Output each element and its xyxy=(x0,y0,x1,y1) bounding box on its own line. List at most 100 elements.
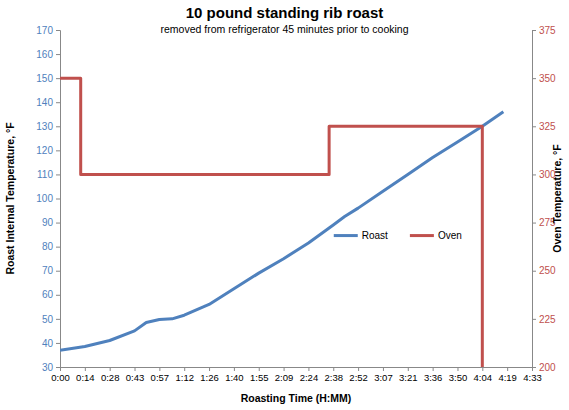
tick-label: 200 xyxy=(539,362,556,373)
tick-label: 80 xyxy=(42,241,54,252)
tick: 120 xyxy=(36,145,60,156)
plot-area xyxy=(60,78,503,367)
tick: 3:21 xyxy=(399,367,418,383)
tick: 250 xyxy=(532,265,556,276)
tick-mark xyxy=(333,367,334,371)
legend: RoastOven xyxy=(334,230,462,241)
tick-label: 2:24 xyxy=(300,372,319,383)
tick-mark xyxy=(56,295,60,296)
tick-mark xyxy=(457,367,458,371)
axis-line xyxy=(61,368,533,372)
tick-label: 0:00 xyxy=(51,372,70,383)
tick-mark xyxy=(56,223,60,224)
tick-mark xyxy=(56,78,60,79)
tick-label: 60 xyxy=(42,289,54,300)
y2-axis-title: Oven Temperature, °F xyxy=(551,144,563,253)
tick: 1:40 xyxy=(225,367,244,383)
title: 10 pound standing rib roast xyxy=(186,4,384,21)
tick: 1:26 xyxy=(200,367,219,383)
tick-mark xyxy=(532,30,536,31)
tick-label: 4:04 xyxy=(474,372,493,383)
tick: 30 xyxy=(42,362,60,373)
tick-mark xyxy=(383,367,384,371)
tick-mark xyxy=(85,367,86,371)
line-1 xyxy=(60,78,482,367)
tick-label: 90 xyxy=(42,217,54,228)
tick: 225 xyxy=(532,314,556,325)
tick-label: 2:38 xyxy=(325,372,344,383)
tick-label: 0:28 xyxy=(101,372,120,383)
tick-label: 150 xyxy=(36,73,53,84)
y-axis-title: Roast Internal Temperature, °F xyxy=(4,122,16,275)
tick: 2:09 xyxy=(275,367,294,383)
tick: 2:38 xyxy=(325,367,344,383)
tick-label: 30 xyxy=(42,362,54,373)
tick-label: 160 xyxy=(36,49,53,60)
line-0 xyxy=(60,112,503,350)
tick: 0:00 xyxy=(51,367,70,383)
tick-label: 0:14 xyxy=(76,372,95,383)
tick-label: 170 xyxy=(36,25,53,36)
tick: 140 xyxy=(36,97,60,108)
tick-mark xyxy=(56,367,60,368)
tick: 4:04 xyxy=(474,367,493,383)
tick: 130 xyxy=(36,121,60,132)
tick-mark xyxy=(56,30,60,31)
tick-mark xyxy=(56,343,60,344)
y-axis: 30405060708090100110120130140150160170 xyxy=(36,25,60,373)
tick: 0:28 xyxy=(101,367,120,383)
tick-mark xyxy=(110,367,111,371)
tick-label: 4:33 xyxy=(523,372,542,383)
tick-label: 1:55 xyxy=(250,372,269,383)
tick-mark xyxy=(56,319,60,320)
tick: 4:19 xyxy=(498,367,517,383)
tick-label: 0:43 xyxy=(126,372,145,383)
tick: 60 xyxy=(42,289,60,300)
tick-mark xyxy=(56,199,60,200)
legend-item: Oven xyxy=(410,230,462,241)
x-axis-title: Roasting Time (H:MM) xyxy=(241,392,352,404)
tick: 150 xyxy=(36,73,60,84)
tick-label: 3:07 xyxy=(374,372,393,383)
tick-mark xyxy=(159,367,160,371)
tick-mark xyxy=(234,367,235,371)
tick: 350 xyxy=(532,73,556,84)
tick-mark xyxy=(56,271,60,272)
tick-label: 130 xyxy=(36,121,53,132)
axis-line xyxy=(533,31,537,368)
tick-mark xyxy=(209,367,210,371)
tick: 70 xyxy=(42,265,60,276)
tick-mark xyxy=(532,174,536,175)
tick-label: 3:21 xyxy=(399,372,418,383)
tick: 3:07 xyxy=(374,367,393,383)
tick-label: 225 xyxy=(539,314,556,325)
tick-mark xyxy=(532,223,536,224)
tick-mark xyxy=(482,367,483,371)
tick: 90 xyxy=(42,217,60,228)
tick-label: 2:09 xyxy=(275,372,294,383)
chart: 10 pound standing rib roast removed from … xyxy=(0,0,569,410)
tick: 3:50 xyxy=(449,367,468,383)
tick-mark xyxy=(56,247,60,248)
subtitle: removed from refrigerator 45 minutes pri… xyxy=(160,23,408,35)
tick-mark xyxy=(433,367,434,371)
tick-label: 250 xyxy=(539,265,556,276)
tick-mark xyxy=(532,78,536,79)
tick-label: 140 xyxy=(36,97,53,108)
tick: 0:43 xyxy=(126,367,145,383)
tick-label: 120 xyxy=(36,145,53,156)
legend-swatch xyxy=(410,234,434,237)
tick: 3:36 xyxy=(424,367,443,383)
legend-label: Oven xyxy=(438,230,462,241)
tick-label: 100 xyxy=(36,193,53,204)
tick: 2:24 xyxy=(300,367,319,383)
tick: 40 xyxy=(42,338,60,349)
tick: 170 xyxy=(36,25,60,36)
tick-label: 325 xyxy=(539,121,556,132)
tick: 1:55 xyxy=(250,367,269,383)
tick-label: 40 xyxy=(42,338,54,349)
tick-label: 0:57 xyxy=(151,372,170,383)
tick: 160 xyxy=(36,49,60,60)
tick: 50 xyxy=(42,314,60,325)
tick-label: 1:26 xyxy=(200,372,219,383)
